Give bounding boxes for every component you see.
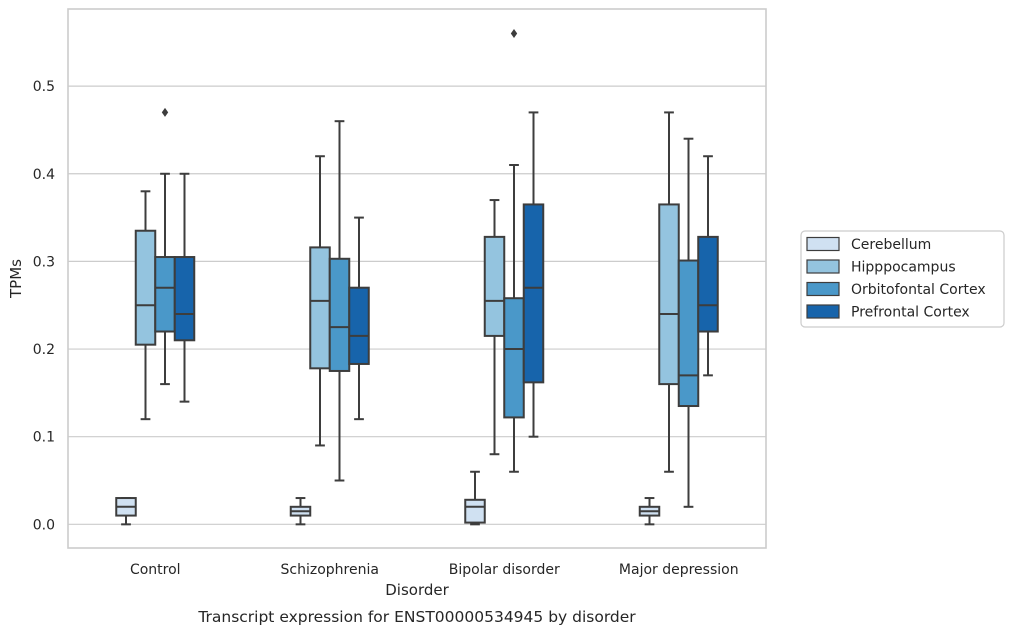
box-plot — [464, 470, 486, 526]
box-iqr — [677, 259, 700, 408]
x-axis-label: Disorder — [385, 581, 449, 599]
box-iqr — [522, 203, 545, 384]
legend: Cerebellum Hipppocampus Orbitofontal Corte… — [800, 230, 1005, 328]
box-iqr — [348, 286, 370, 365]
box-plot — [134, 190, 157, 421]
box-plot — [483, 199, 506, 456]
box-iqr — [503, 297, 525, 419]
box-plot — [309, 155, 331, 447]
legend-swatch — [806, 236, 840, 252]
legend-label: Orbitofontal Cortex — [851, 282, 986, 298]
box-plot — [697, 155, 719, 377]
box-plot — [115, 497, 137, 526]
y-tick-label: 0.4 — [33, 167, 55, 183]
box-iqr — [483, 235, 506, 337]
box-iqr — [328, 257, 351, 372]
y-tick-label: 0.1 — [33, 430, 55, 446]
outlier-point — [510, 29, 518, 39]
figure-caption: Transcript expression for ENST0000053494… — [197, 608, 636, 626]
box-plot — [348, 216, 370, 421]
box-iqr — [658, 203, 680, 386]
box-plot — [289, 497, 312, 526]
legend-label: Prefrontal Cortex — [851, 305, 970, 321]
y-tick-label: 0.5 — [33, 79, 55, 95]
box-iqr — [134, 229, 157, 346]
box-groups — [115, 29, 719, 526]
box-iqr — [464, 498, 486, 524]
box-iqr — [697, 235, 719, 333]
box-iqr — [309, 246, 331, 370]
legend-frame — [800, 230, 1005, 328]
x-tick-label: Bipolar disorder — [449, 562, 560, 578]
legend-swatch — [806, 281, 840, 297]
legend-label: Hipppocampus — [851, 260, 956, 276]
x-tick-labels: Control Schizophrenia Bipolar disorder Majo… — [130, 562, 739, 578]
box-plot — [638, 497, 661, 526]
legend-swatch — [806, 304, 840, 319]
legend-swatch — [806, 259, 840, 274]
outlier-point — [161, 107, 169, 117]
box-plot — [503, 29, 525, 473]
box-iqr — [173, 256, 196, 342]
legend-label: Cerebellum — [851, 237, 931, 253]
y-tick-labels: 0.0 0.1 0.2 0.3 0.4 0.5 — [33, 79, 55, 533]
plot-area-frame — [67, 8, 767, 549]
x-tick-label: Control — [130, 562, 181, 578]
y-axis-label: TPMs — [7, 259, 25, 299]
y-tick-label: 0.3 — [33, 254, 55, 270]
box-iqr — [154, 256, 176, 333]
x-tick-label: Major depression — [619, 562, 739, 578]
y-tick-label: 0.2 — [33, 342, 55, 358]
box-plot — [658, 111, 680, 473]
box-plot — [522, 111, 545, 438]
box-plot — [173, 172, 196, 403]
y-tick-label: 0.0 — [33, 517, 55, 533]
x-tick-label: Schizophrenia — [281, 562, 379, 578]
box-plot — [677, 137, 700, 508]
